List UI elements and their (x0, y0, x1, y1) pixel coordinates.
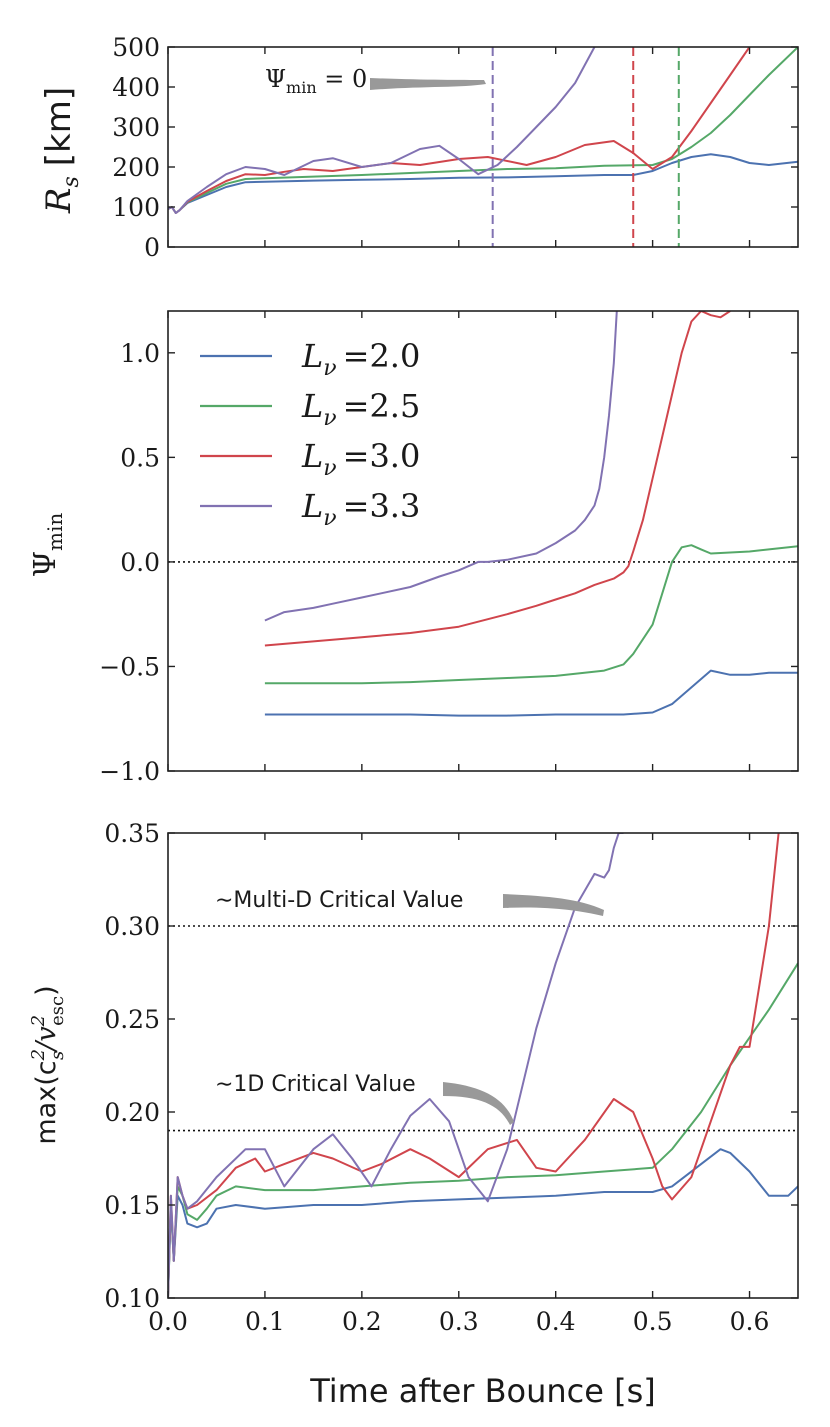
ytick-label: 200 (112, 153, 160, 182)
xtick-label: 0.5 (633, 1307, 673, 1336)
xtick-label: 0.2 (342, 1307, 382, 1336)
ytick-label: 0.35 (104, 819, 160, 848)
legend-label: Lν =3.0 (301, 437, 420, 481)
top-ylabel: Rs[km] (39, 87, 84, 214)
xtick-label: 0.1 (245, 1307, 285, 1336)
panel-sound-speed-ratio: 0.10 0.15 0.20 0.25 0.30 0.35 0.0 0.1 0.2 0.3 0.4 0… (104, 819, 799, 1336)
panel-psi-min: −1.0 −0.5 0.0 0.5 1.0 (99, 310, 799, 786)
legend: Lν =2.0 Lν =2.5 Lν =3.0 Lν =3.3 (200, 337, 420, 531)
multi-d-annotation: ∼Multi-D Critical Value (215, 888, 463, 913)
xtick-label: 0.0 (148, 1307, 188, 1336)
panel-frame (167, 46, 799, 248)
series-line-l25 (264, 544, 798, 685)
xlabel: Time after Bounce [s] (309, 1372, 656, 1410)
bottom-ylabel: max(c2s/v2esc) (28, 985, 68, 1144)
ytick-label: 0.0 (120, 548, 160, 577)
middle-ylabel: Ψmin (28, 513, 67, 578)
psi-min-annotation: Ψmin = 0 (265, 65, 367, 97)
series-line-l20 (168, 1148, 798, 1298)
xtick-label: 0.6 (730, 1307, 770, 1336)
series-line-l20 (168, 153, 798, 214)
panel-frame (167, 832, 799, 1299)
panel-frame (167, 310, 799, 772)
ytick-label: 0 (144, 233, 160, 262)
xtick-label: 0.4 (536, 1307, 576, 1336)
series-line-l25 (168, 47, 798, 214)
series-line-l33 (168, 833, 624, 1298)
ytick-label: −1.0 (99, 757, 160, 786)
ytick-label: 0.25 (104, 1005, 160, 1034)
legend-label: Lν =2.5 (301, 387, 420, 431)
series-line-l30 (168, 47, 751, 214)
ytick-label: 0.30 (104, 912, 160, 941)
ytick-label: 0.10 (104, 1284, 160, 1313)
annotation-arrow (370, 78, 486, 90)
ytick-label: 500 (112, 33, 160, 62)
legend-label: Lν =2.0 (301, 337, 420, 381)
ytick-label: 0.20 (104, 1098, 160, 1127)
ytick-label: −0.5 (99, 652, 160, 681)
panel-shock-radius: 0 100 200 300 400 500 (112, 33, 799, 262)
ytick-label: 1.0 (120, 339, 160, 368)
series-line-l30 (168, 833, 780, 1298)
xtick-label: 0.3 (439, 1307, 479, 1336)
series-line-l33 (168, 47, 596, 214)
ytick-label: 100 (112, 193, 160, 222)
ytick-label: 300 (112, 113, 160, 142)
legend-label: Lν =3.3 (301, 487, 420, 531)
series-line-l20 (264, 669, 798, 717)
one-d-annotation: ∼1D Critical Value (215, 1072, 416, 1097)
annotation-arrow (503, 894, 604, 916)
ytick-label: 0.15 (104, 1191, 160, 1220)
series-line-l33 (264, 311, 618, 622)
series-line-l30 (264, 311, 731, 647)
annotation-arrow (443, 1082, 514, 1125)
ytick-label: 400 (112, 73, 160, 102)
ytick-label: 0.5 (120, 443, 160, 472)
